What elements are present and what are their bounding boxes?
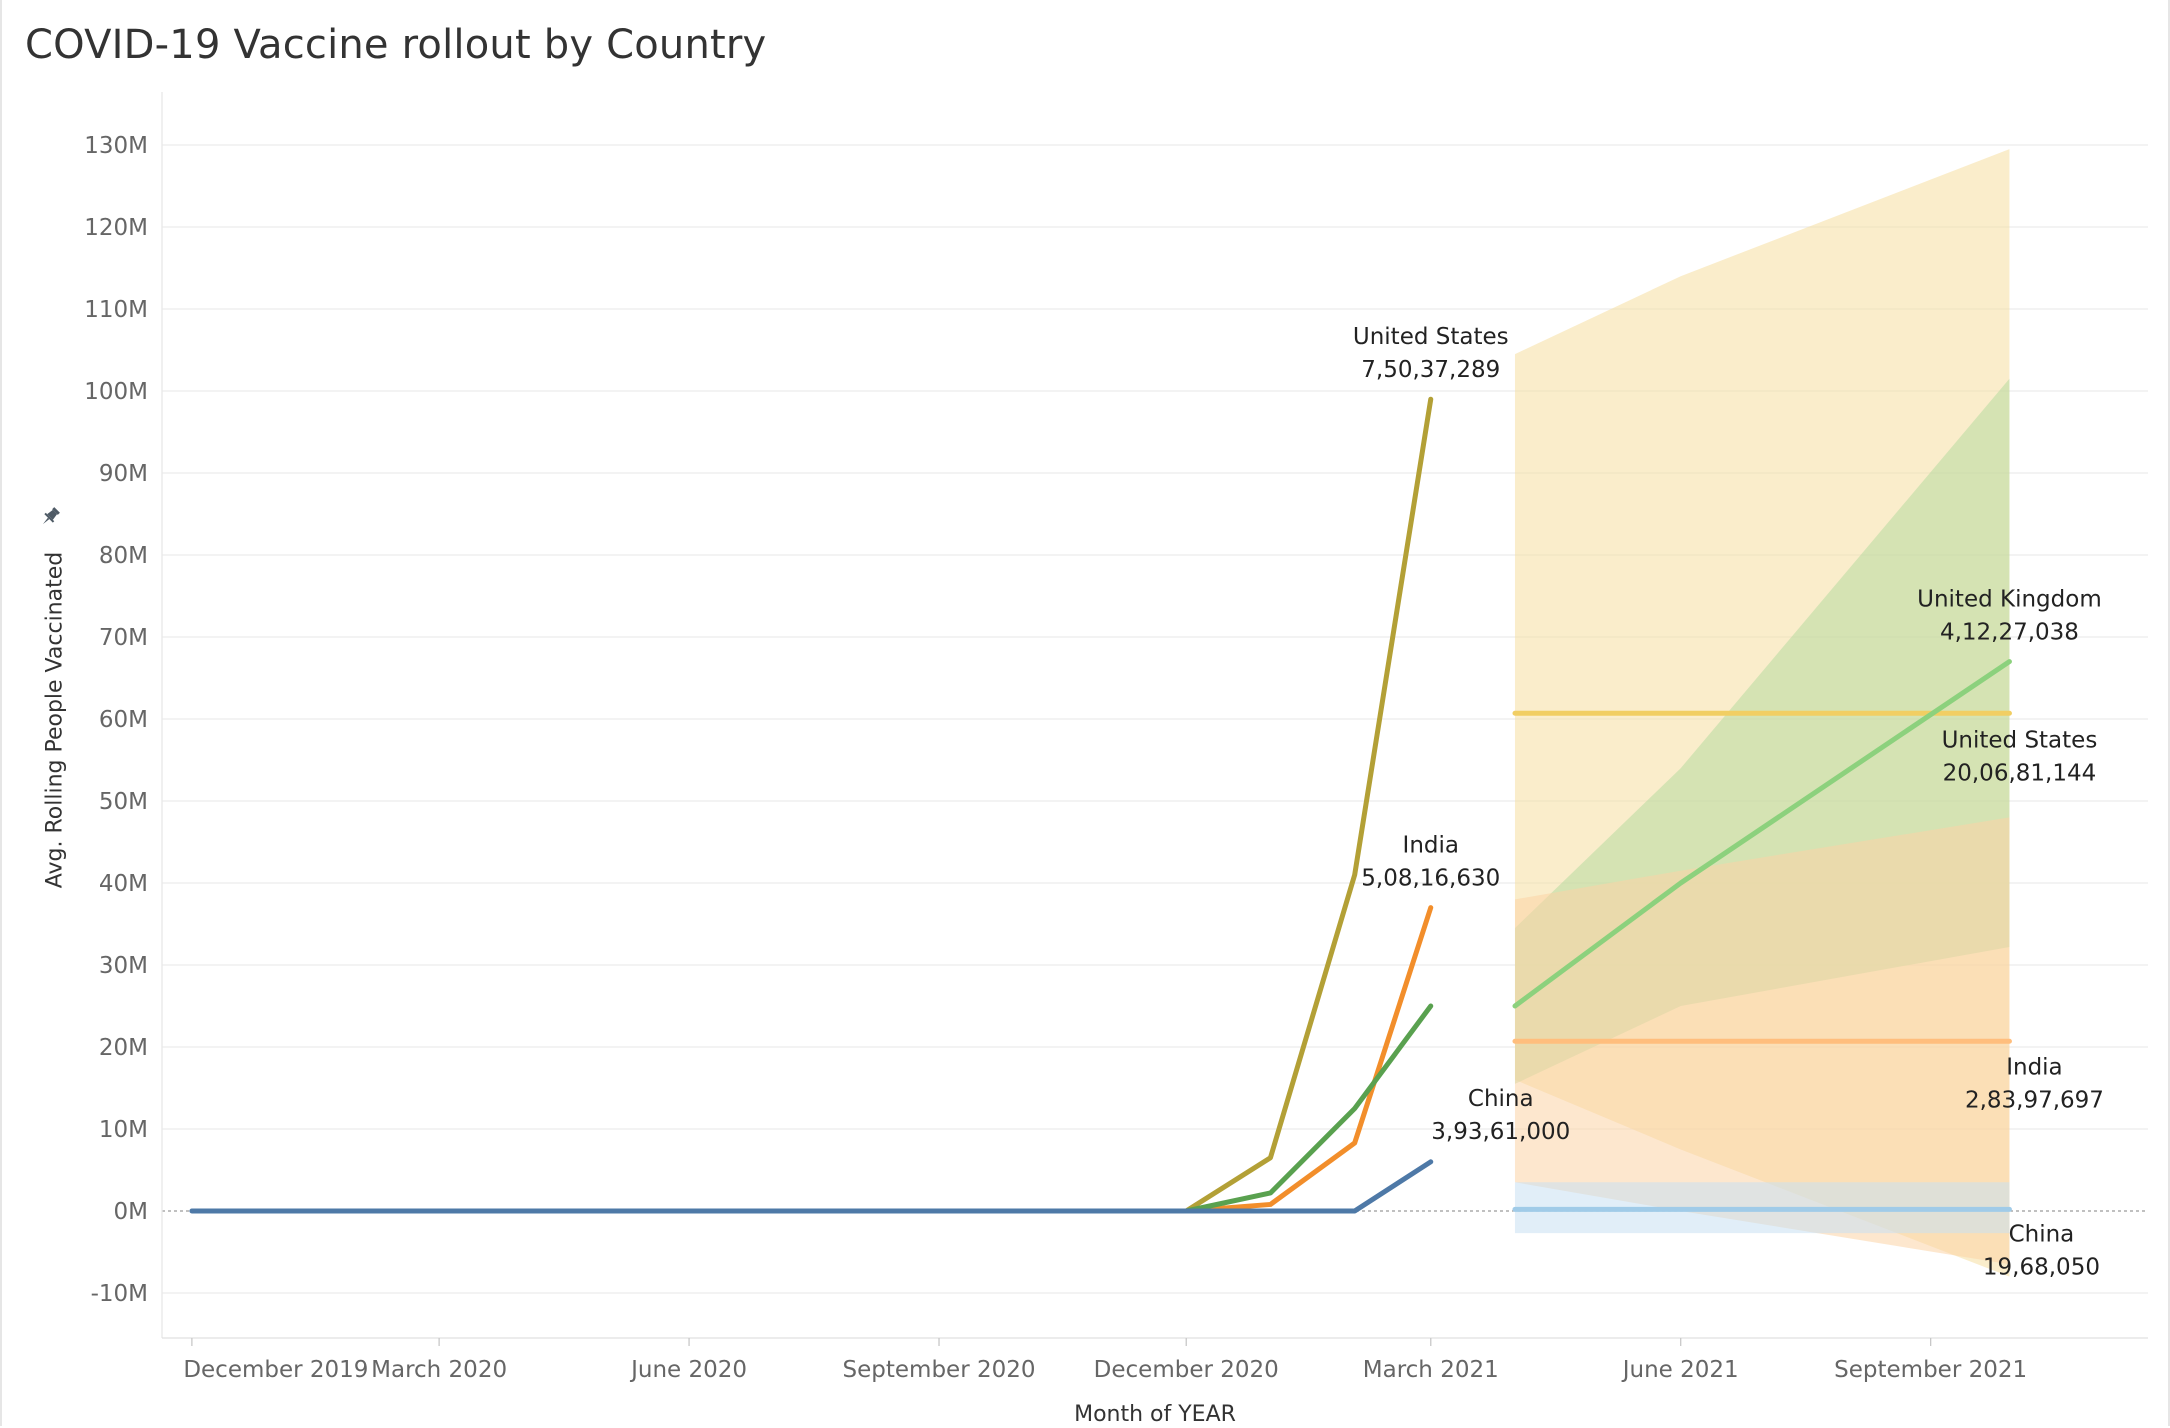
annotation-name: United Kingdom <box>1917 587 2102 613</box>
annotation-value: 4,12,27,038 <box>1940 620 2079 646</box>
x-tick-label: June 2021 <box>1621 1357 1739 1383</box>
x-tick-label: March 2020 <box>371 1357 507 1383</box>
annotation-name: United States <box>1942 727 2098 753</box>
y-tick-label: 50M <box>99 789 148 815</box>
annotation-value: 2,83,97,697 <box>1965 1087 2104 1113</box>
series-line-india[interactable] <box>1183 905 1434 1214</box>
y-tick-label: 90M <box>99 461 148 487</box>
annotation-name: India <box>1403 833 1459 859</box>
x-tick-label: September 2021 <box>1834 1357 2027 1383</box>
annotation-value: 5,08,16,630 <box>1361 866 1500 892</box>
chart-title: COVID-19 Vaccine rollout by Country <box>25 22 767 68</box>
series-line-united-kingdom[interactable] <box>1183 1003 1434 1214</box>
pin-icon[interactable] <box>38 505 62 529</box>
y-tick-label: 100M <box>84 379 148 405</box>
y-tick-label: 110M <box>84 297 148 323</box>
x-tick-label: June 2020 <box>629 1357 747 1383</box>
axes: -10M 0M 10M 20M 30M 40M 50M 60M 70M 80M 90M 100M 110… <box>84 92 2148 1383</box>
y-tick-label: 130M <box>84 133 148 159</box>
annotation-name: India <box>2006 1054 2062 1080</box>
annotation-name: United States <box>1353 324 1509 350</box>
y-tick-label: 30M <box>99 953 148 979</box>
x-tick-label: December 2019 <box>183 1357 368 1383</box>
series-line-united-states[interactable] <box>1183 396 1434 1214</box>
y-tick-label: 120M <box>84 215 148 241</box>
y-tick-label: 80M <box>99 543 148 569</box>
y-tick-label: 0M <box>114 1199 148 1225</box>
x-tick-label: September 2020 <box>843 1357 1036 1383</box>
y-tick-label: 40M <box>99 871 148 897</box>
x-axis-label: Month of YEAR <box>1074 1402 1236 1427</box>
y-tick-label: 10M <box>99 1117 148 1143</box>
series-line-china[interactable] <box>189 1159 1434 1214</box>
annotations: United States 7,50,37,289 India 5,08,16,630… <box>1353 324 2104 1280</box>
annotation-value: 19,68,050 <box>1983 1254 2100 1280</box>
x-tick-label: December 2020 <box>1094 1357 1279 1383</box>
x-tick-label: March 2021 <box>1363 1357 1499 1383</box>
annotation-value: 20,06,81,144 <box>1943 760 2097 786</box>
annotation-name: China <box>2009 1221 2075 1247</box>
annotation-name: China <box>1468 1086 1534 1112</box>
y-tick-label: 70M <box>99 625 148 651</box>
forecast-line-united-kingdom[interactable] <box>1512 659 2012 1009</box>
series-lines <box>189 396 2012 1214</box>
y-tick-label: 60M <box>99 707 148 733</box>
y-tick-label: -10M <box>91 1281 148 1307</box>
annotation-value: 3,93,61,000 <box>1431 1119 1570 1145</box>
annotation-value: 7,50,37,289 <box>1361 357 1500 383</box>
y-tick-label: 20M <box>99 1035 148 1061</box>
